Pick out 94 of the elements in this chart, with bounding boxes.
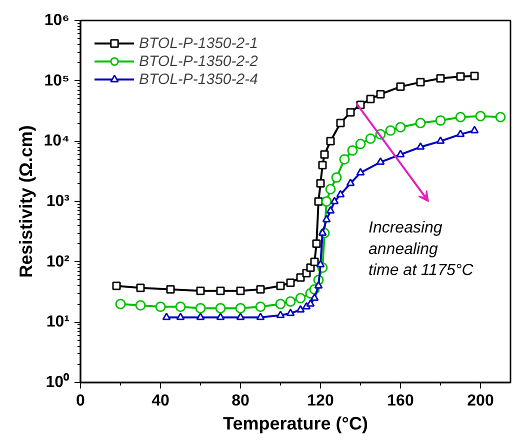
point (347, 145, 358, 156)
point (436, 136, 445, 144)
point (415, 118, 426, 128)
point (326, 206, 335, 214)
point (155, 302, 166, 312)
point (310, 293, 319, 301)
point (470, 126, 479, 134)
annotation: Increasing annealing time at 1175°C (368, 220, 474, 279)
point (436, 74, 445, 83)
y-tick-label: 10⁵ (44, 72, 70, 90)
point (256, 285, 265, 294)
point (286, 308, 295, 316)
point (475, 110, 486, 122)
point (216, 312, 225, 320)
y-tick-label: 10³ (46, 193, 70, 210)
point (295, 292, 306, 304)
point (235, 303, 246, 314)
point (366, 94, 375, 104)
y-tick-label: 10¹ (46, 314, 70, 331)
point (196, 286, 205, 296)
point (195, 303, 206, 314)
point (336, 190, 345, 198)
point (355, 138, 366, 150)
point (318, 160, 327, 170)
point (314, 281, 323, 289)
point (456, 130, 465, 138)
point (255, 302, 266, 312)
point (112, 282, 121, 290)
point (330, 196, 339, 204)
point (331, 172, 342, 183)
point (136, 284, 145, 292)
point (346, 178, 355, 186)
point (176, 312, 185, 320)
point (356, 168, 365, 176)
point (256, 312, 265, 320)
point (312, 239, 321, 248)
point (385, 125, 396, 136)
point (346, 108, 355, 117)
point (376, 90, 385, 98)
point (495, 112, 506, 122)
point (322, 214, 331, 222)
x-tick-label: 120 (307, 392, 334, 410)
point (196, 312, 205, 320)
point (339, 154, 350, 165)
point (135, 300, 146, 311)
point (276, 282, 285, 290)
x-tick-label: 0 (76, 392, 86, 410)
point (115, 298, 126, 310)
point (326, 136, 335, 146)
point (166, 285, 175, 294)
point (435, 115, 446, 126)
legend-label: BTOL-P-1350-2-4 (139, 70, 258, 88)
x-tick-label: 40 (152, 392, 170, 410)
point (162, 312, 171, 320)
point (318, 228, 327, 236)
point (455, 112, 466, 122)
point (236, 286, 245, 296)
y-tick-label: 10⁶ (44, 12, 70, 29)
legend-label: BTOL-P-1350-2-2 (139, 52, 258, 70)
point (316, 179, 325, 188)
point (286, 278, 295, 288)
point (321, 196, 332, 207)
x-axis-title: Temperature (°C) (223, 414, 368, 434)
x-tick-label: 80 (232, 392, 250, 410)
y-tick-label: 10⁰ (46, 373, 70, 391)
point (470, 72, 479, 80)
point (236, 312, 245, 320)
point (396, 150, 405, 158)
x-tick-label: 160 (387, 392, 414, 410)
y-tick-label: 10² (46, 253, 70, 270)
point (396, 82, 405, 91)
point (320, 150, 329, 159)
point (336, 118, 345, 128)
point (325, 184, 336, 194)
point (306, 299, 315, 307)
point (216, 286, 225, 296)
point (175, 302, 186, 312)
y-tick-label: 10⁴ (44, 132, 70, 150)
x-tick-label: 200 (467, 392, 494, 410)
point (275, 298, 286, 310)
point (316, 260, 325, 268)
point (456, 72, 465, 81)
point (416, 142, 425, 150)
point (376, 157, 385, 165)
point (416, 78, 425, 86)
point (215, 303, 226, 314)
legend-label: BTOL-P-1350-2-1 (139, 34, 258, 52)
point (310, 258, 319, 266)
point (395, 122, 406, 133)
point (276, 310, 285, 318)
point (365, 133, 376, 144)
y-axis-title: Resistivity (Ω.cm) (16, 125, 36, 278)
point (296, 305, 305, 313)
point (285, 296, 296, 307)
